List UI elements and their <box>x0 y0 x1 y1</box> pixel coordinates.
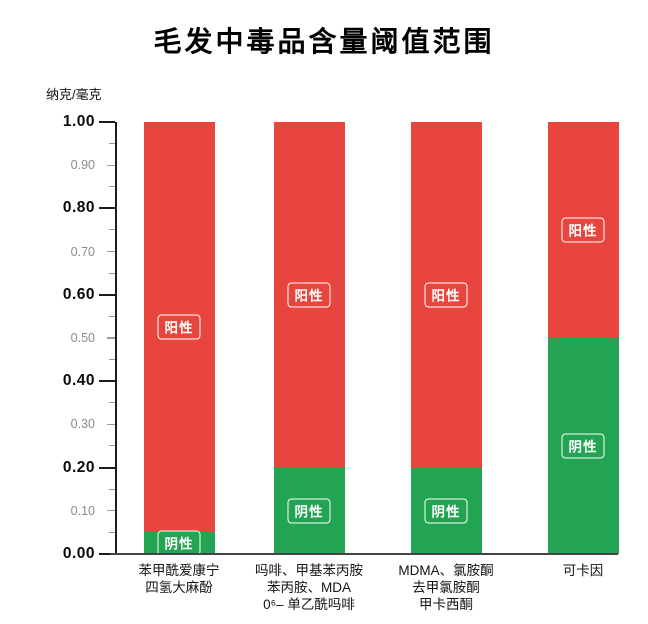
x-category-label-line: 甲卡西酮 <box>419 597 473 612</box>
y-tick-0.15 <box>109 488 115 490</box>
y-tick-0.30 <box>107 423 115 426</box>
bar-1-positive-segment: 阳性 <box>143 122 215 533</box>
bar-4-negative-segment: 阴性 <box>547 338 619 554</box>
plot-area: 0.00 0.10 0.20 0.30 0.40 0.50 0.60 0.70 0.80 0.90… <box>63 113 619 612</box>
y-tick-0.90 <box>107 164 115 166</box>
bar-4: 阳性 阴性 <box>547 122 619 554</box>
bar-4-positive-segment: 阳性 <box>547 122 619 338</box>
y-tick-label-0.20: 0.20 <box>62 458 95 476</box>
x-category-label-4: 可卡因 <box>493 562 648 579</box>
y-axis-unit-label: 纳克/毫克 <box>46 87 102 102</box>
y-tick-label-0.00: 0.00 <box>62 545 95 562</box>
x-axis-line <box>110 552 618 555</box>
negative-segment-label: 阴性 <box>424 498 468 524</box>
y-tick-label-0.40: 0.40 <box>62 372 95 390</box>
x-category-label-line: 去甲氯胺酮 <box>412 580 480 595</box>
x-category-label-line: 吗啡、甲基苯丙胺 <box>255 563 363 578</box>
x-category-label-line: 四氢大麻酚 <box>145 580 213 595</box>
bar-1: 阳性 阴性 <box>143 122 215 556</box>
bar-3-positive-segment: 阳性 <box>410 122 482 468</box>
bar-2-positive-segment: 阳性 <box>273 122 345 468</box>
y-tick-0.10 <box>107 510 115 512</box>
y-tick-0.80 <box>99 207 115 210</box>
x-category-label-line: MDMA、氯胺酮 <box>398 563 494 578</box>
y-tick-0.85 <box>109 186 115 188</box>
y-tick-0.60 <box>99 293 115 296</box>
y-tick-label-0.50: 0.50 <box>70 331 95 345</box>
x-category-label-line: 0⁶– 单乙酰吗啡 <box>263 597 355 612</box>
y-tick-0.75 <box>109 229 115 231</box>
positive-segment-label: 阳性 <box>157 314 201 340</box>
y-tick-0.05 <box>109 531 115 533</box>
bar-2: 阳性 阴性 <box>273 122 345 554</box>
y-tick-label-0.70: 0.70 <box>70 244 95 259</box>
y-tick-label-1.00: 1.00 <box>62 113 95 130</box>
chart-title: 毛发中毒品含量阈值范围 <box>153 27 495 58</box>
y-tick-label-0.30: 0.30 <box>70 417 95 432</box>
bar-2-negative-segment: 阴性 <box>273 467 345 554</box>
y-tick-label-0.90: 0.90 <box>70 158 95 173</box>
y-tick-label-0.10: 0.10 <box>70 503 95 518</box>
negative-segment-label: 阴性 <box>157 530 201 556</box>
y-axis-line <box>115 122 117 554</box>
y-tick-0.35 <box>109 402 115 404</box>
y-tick-0.20 <box>99 466 115 469</box>
x-category-label-line: 苯丙胺、MDA <box>267 580 351 595</box>
y-tick-0.40 <box>99 380 115 383</box>
bar-3: 阳性 阴性 <box>410 122 482 554</box>
y-tick-label-0.80: 0.80 <box>62 199 95 217</box>
y-tick-0.25 <box>109 445 115 447</box>
positive-segment-label: 阳性 <box>287 282 331 308</box>
y-tick-0.70 <box>107 250 115 253</box>
positive-segment-label: 阳性 <box>424 282 468 308</box>
bar-3-negative-segment: 阴性 <box>410 467 482 554</box>
positive-segment-label: 阳性 <box>561 217 605 243</box>
negative-segment-label: 阴性 <box>561 433 605 459</box>
y-tick-0.00 <box>99 552 115 556</box>
y-tick-1.00 <box>99 120 115 124</box>
x-category-label-line: 可卡因 <box>562 563 604 578</box>
y-tick-0.50 <box>107 337 115 339</box>
y-tick-0.45 <box>109 358 115 361</box>
negative-segment-label: 阴性 <box>287 498 331 524</box>
x-category-label-3: MDMA、氯胺酮 去甲氯胺酮甲卡西酮 <box>356 562 536 613</box>
y-tick-0.95 <box>109 142 115 145</box>
bar-1-negative-segment: 阴性 <box>143 530 215 556</box>
x-category-label-line: 苯甲酰爱康宁 <box>138 563 220 578</box>
y-tick-0.65 <box>109 272 115 274</box>
y-tick-0.55 <box>109 315 115 317</box>
x-category-label-1: 苯甲酰爱康宁 四氢大麻酚 <box>89 562 269 596</box>
x-category-label-2: 吗啡、甲基苯丙胺 苯丙胺、MDA 0⁶– 单乙酰吗啡 <box>219 562 399 613</box>
y-tick-label-0.60: 0.60 <box>62 285 95 303</box>
